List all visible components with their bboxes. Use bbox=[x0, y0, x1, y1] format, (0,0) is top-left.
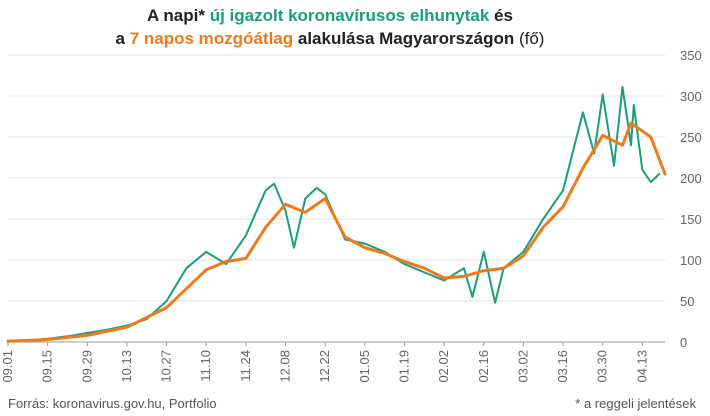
title-highlight-average: 7 napos mozgóátlag bbox=[129, 29, 294, 48]
series-lines bbox=[6, 86, 667, 343]
x-tick-label: 10.13 bbox=[119, 350, 134, 383]
y-tick-label: 0 bbox=[680, 335, 687, 350]
title-unit: (fő) bbox=[514, 29, 545, 48]
x-tick-label: 09.29 bbox=[79, 350, 94, 383]
y-axis-ticks: 0 50 100 150 200 250 300 350 bbox=[680, 48, 702, 350]
title-text-1a: A napi* bbox=[147, 6, 210, 25]
x-tick-label: 03.02 bbox=[515, 350, 530, 383]
x-tick-label: 02.16 bbox=[476, 350, 491, 383]
y-tick-label: 200 bbox=[680, 171, 702, 186]
footnote: * a reggeli jelentések bbox=[575, 396, 696, 411]
x-tick-label: 03.30 bbox=[595, 350, 610, 383]
chart-title-line-1: A napi* új igazolt koronavírusos elhunyt… bbox=[0, 6, 660, 26]
series-line-avg bbox=[6, 121, 667, 343]
x-tick-label: 02.02 bbox=[436, 350, 451, 383]
chart-title-line-2: a 7 napos mozgóátlag alakulása Magyarors… bbox=[0, 29, 660, 49]
title-text-2c: alakulása Magyarországon bbox=[293, 29, 515, 48]
title-text-2a: a bbox=[115, 29, 130, 48]
source-note: Forrás: koronavirus.gov.hu, Portfolio bbox=[8, 396, 217, 411]
y-tick-label: 300 bbox=[680, 89, 702, 104]
y-tick-label: 250 bbox=[680, 130, 702, 145]
y-tick-label: 100 bbox=[680, 253, 702, 268]
x-tick-label: 11.10 bbox=[198, 350, 213, 382]
x-tick-label: 01.19 bbox=[396, 350, 411, 383]
x-tick-label: 01.05 bbox=[357, 350, 372, 383]
x-axis-ticks: 09.01 09.15 09.29 10.13 10.27 11.10 11.24 12.08… bbox=[0, 342, 649, 383]
y-tick-label: 50 bbox=[680, 294, 694, 309]
x-tick-label: 09.01 bbox=[0, 350, 15, 383]
y-tick-label: 150 bbox=[680, 212, 702, 227]
x-tick-label: 10.27 bbox=[159, 350, 174, 383]
y-tick-label: 350 bbox=[680, 48, 702, 63]
x-tick-label: 09.15 bbox=[40, 350, 55, 383]
x-tick-label: 03.16 bbox=[555, 350, 570, 383]
x-tick-label: 12.22 bbox=[317, 350, 332, 383]
x-tick-label: 04.13 bbox=[634, 350, 649, 383]
title-highlight-daily: új igazolt koronavírusos elhunytak bbox=[209, 6, 490, 25]
title-text-1c: és bbox=[489, 6, 513, 25]
x-tick-label: 12.08 bbox=[278, 350, 293, 383]
x-tick-label: 11.24 bbox=[238, 350, 253, 382]
